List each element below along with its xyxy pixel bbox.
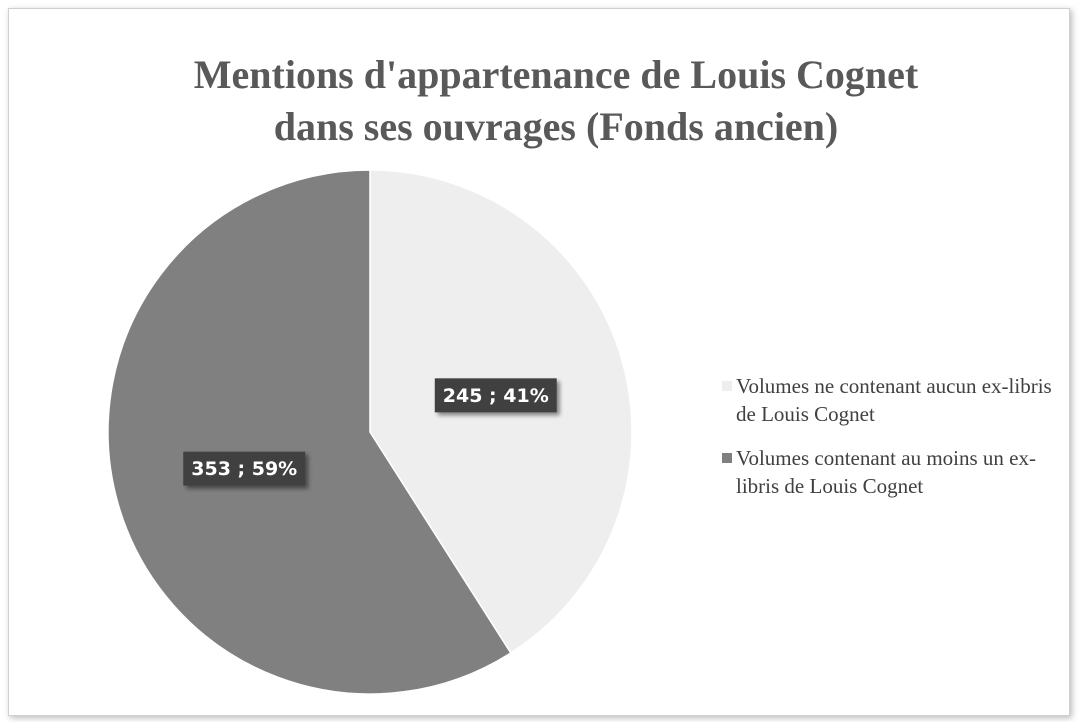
legend-swatch: [722, 381, 732, 391]
data-label-text: 353 ; 59%: [191, 458, 297, 480]
pie-slice: [107, 169, 512, 695]
legend-entry: Volumes contenant au moins un ex-libris …: [722, 444, 1062, 500]
chart-title: Mentions d'appartenance de Louis Cognet: [194, 52, 919, 97]
legend: Volumes ne contenant aucun ex-libris de …: [722, 372, 1062, 516]
data-label: 353 ; 59%: [183, 451, 306, 486]
chart-title: dans ses ouvrages (Fonds ancien): [274, 104, 839, 149]
data-label: 245 ; 41%: [434, 378, 557, 413]
legend-label: Volumes contenant au moins un ex-libris …: [736, 446, 1036, 498]
legend-label: Volumes ne contenant aucun ex-libris de …: [736, 374, 1052, 426]
data-label-text: 245 ; 41%: [443, 385, 549, 407]
data-label-box: [434, 378, 557, 413]
legend-swatch: [722, 453, 732, 463]
data-label-box: [183, 451, 306, 486]
legend-entry: Volumes ne contenant aucun ex-libris de …: [722, 372, 1062, 428]
